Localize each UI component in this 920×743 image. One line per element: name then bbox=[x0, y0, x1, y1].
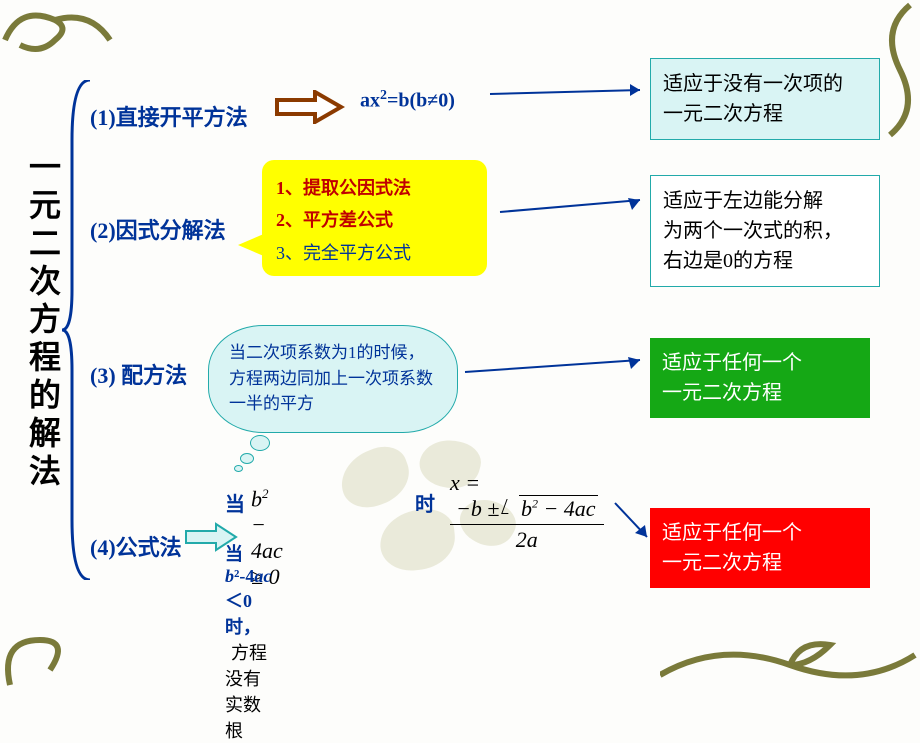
burst-line-1: 1、提取公因式法 bbox=[276, 172, 473, 204]
corner-deco-bl bbox=[0, 600, 80, 690]
burst-callout: 1、提取公因式法 2、平方差公式 3、完全平方公式 bbox=[248, 152, 498, 282]
note-box-1-line1: 适应于没有一次项的 bbox=[663, 69, 867, 99]
note-box-2-line1: 适应于左边能分解 bbox=[663, 186, 867, 216]
method-4-label: (4)公式法 bbox=[90, 530, 182, 562]
cloud-text: 当二次项系数为1的时候，方程两边同加上一次项系数一半的平方 bbox=[208, 325, 458, 433]
thought-cloud: 当二次项系数为1的时候，方程两边同加上一次项系数一半的平方 bbox=[208, 325, 468, 445]
burst-line-3: 3、完全平方公式 bbox=[276, 237, 473, 269]
note-box-4: 适应于任何一个 一元二次方程 bbox=[650, 508, 870, 588]
method-1-label: (1)直接开平方法 bbox=[90, 100, 248, 132]
qf-row2-result: 方程没有实数根 bbox=[225, 643, 267, 741]
corner-deco-tl bbox=[0, 0, 120, 80]
corner-deco-br bbox=[660, 610, 920, 690]
burst-line-2: 2、平方差公式 bbox=[276, 204, 473, 236]
method-2-label: (2)因式分解法 bbox=[90, 213, 226, 245]
qf-row2: 当b²-4ac＜0时， 方程没有实数根 bbox=[225, 540, 271, 743]
qf-row2-cond: 当b²-4ac＜0时， bbox=[225, 544, 271, 637]
main-title: 一元二次方程的解法 bbox=[20, 150, 66, 492]
note-box-1: 适应于没有一次项的 一元二次方程 bbox=[650, 58, 880, 140]
note-box-3: 适应于任何一个 一元二次方程 bbox=[650, 338, 870, 418]
note-box-4-line2: 一元二次方程 bbox=[662, 548, 858, 578]
note-box-2-line3: 右边是0的方程 bbox=[663, 246, 867, 276]
arrow-to-box2 bbox=[500, 192, 655, 222]
left-brace bbox=[62, 80, 92, 580]
note-box-2: 适应于左边能分解 为两个一次式的积， 右边是0的方程 bbox=[650, 175, 880, 287]
note-box-3-line1: 适应于任何一个 bbox=[662, 348, 858, 378]
note-box-2-line2: 为两个一次式的积， bbox=[663, 216, 867, 246]
arrow-icon-method1 bbox=[275, 90, 345, 124]
formula-method1: ax2=b(b≠0) bbox=[360, 88, 455, 113]
note-box-3-line2: 一元二次方程 bbox=[662, 378, 858, 408]
note-box-1-line2: 一元二次方程 bbox=[663, 99, 867, 129]
note-box-4-line1: 适应于任何一个 bbox=[662, 518, 858, 548]
method-3-label: (3) 配方法 bbox=[90, 358, 187, 390]
qf-shi: 时 bbox=[415, 488, 435, 517]
arrow-to-box3 bbox=[465, 350, 655, 380]
arrow-to-box1 bbox=[490, 80, 655, 110]
qf-when: 当 bbox=[225, 488, 245, 517]
qf-x-equals: x = −b ± b2 − 4ac 2a bbox=[450, 470, 604, 553]
